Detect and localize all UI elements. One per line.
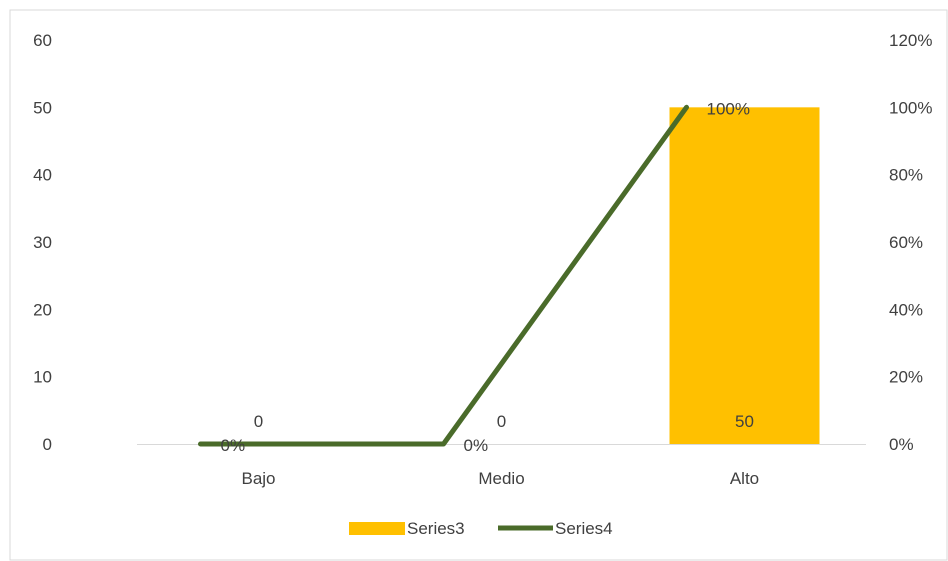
legend-label: Series3 — [407, 519, 465, 538]
left-tick-label: 10 — [33, 368, 52, 387]
bar-data-label: 50 — [735, 412, 754, 431]
bar-data-label: 0 — [254, 412, 263, 431]
left-tick-label: 50 — [33, 98, 52, 117]
category-label: Medio — [478, 469, 524, 488]
line-data-label: 0% — [464, 436, 489, 455]
legend: Series3 Series4 — [349, 519, 613, 538]
line-data-label: 100% — [707, 99, 750, 118]
right-tick-label: 80% — [889, 166, 923, 185]
left-tick-label: 20 — [33, 300, 52, 319]
right-tick-label: 120% — [889, 31, 932, 50]
left-axis: 0 10 20 30 40 50 60 — [33, 31, 52, 454]
right-tick-label: 0% — [889, 435, 914, 454]
right-axis: 0% 20% 40% 60% 80% 100% 120% — [889, 31, 932, 454]
category-label: Bajo — [241, 469, 275, 488]
data-labels: 0 0 50 0% 0% 100% — [221, 99, 754, 455]
left-tick-label: 60 — [33, 31, 52, 50]
category-label: Alto — [730, 469, 759, 488]
line-data-label: 0% — [221, 436, 246, 455]
bar-data-label: 0 — [497, 412, 506, 431]
left-tick-label: 30 — [33, 233, 52, 252]
right-tick-label: 100% — [889, 98, 932, 117]
legend-swatch-bar — [349, 522, 405, 535]
category-labels: Bajo Medio Alto — [241, 469, 759, 488]
bar-series — [669, 107, 820, 444]
left-tick-label: 40 — [33, 166, 52, 185]
left-tick-label: 0 — [43, 435, 52, 454]
right-tick-label: 60% — [889, 233, 923, 252]
legend-label: Series4 — [555, 519, 613, 538]
right-tick-label: 40% — [889, 300, 923, 319]
right-tick-label: 20% — [889, 368, 923, 387]
bar — [669, 107, 820, 444]
line-series — [198, 104, 689, 447]
